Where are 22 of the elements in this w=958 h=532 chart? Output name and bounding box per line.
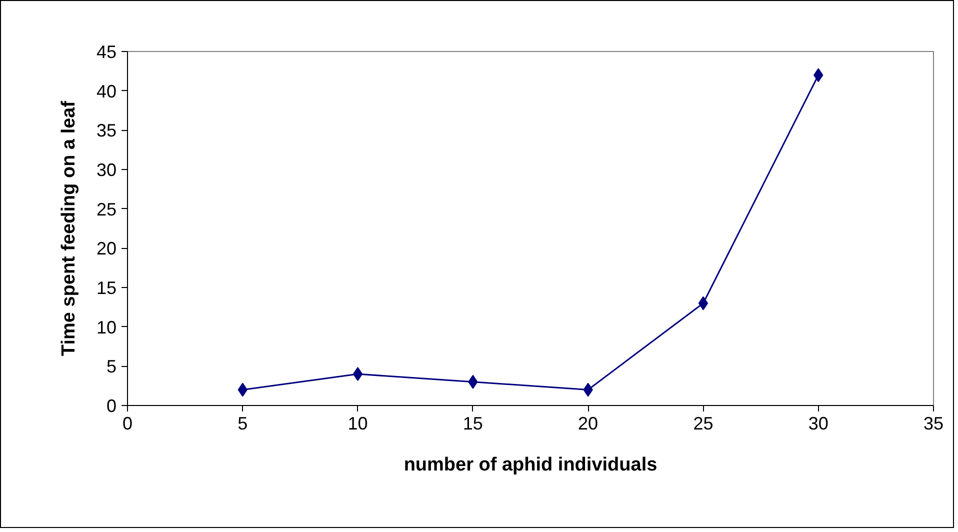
y-tick-label: 10 [96,317,117,338]
point [352,367,363,382]
y-tick-label: 45 [96,42,117,62]
x-tick-label: 0 [122,414,133,434]
point [698,296,708,310]
y-tick-label: 30 [96,160,117,180]
x-tick-label: 10 [348,414,368,434]
y-tick-label: 20 [96,238,117,259]
x-axis-title: number of aphid individuals [404,454,658,476]
x-tick-label: 25 [693,414,714,434]
x-tick-label: 30 [808,414,828,434]
y-tick-label: 0 [106,396,117,416]
y-tick-label: 25 [96,199,117,220]
x-tick-label: 20 [578,414,598,434]
x-tick-label: 35 [923,414,944,434]
y-tick-label: 5 [106,356,117,377]
y-tick-label: 40 [96,81,117,102]
y-tick-label: 35 [96,120,117,141]
y-axis-title: Time spent feeding on a leaf [58,100,80,356]
y-tick-label: 15 [96,278,117,298]
x-tick-label: 5 [238,414,248,434]
x-tick-label: 15 [462,414,483,434]
